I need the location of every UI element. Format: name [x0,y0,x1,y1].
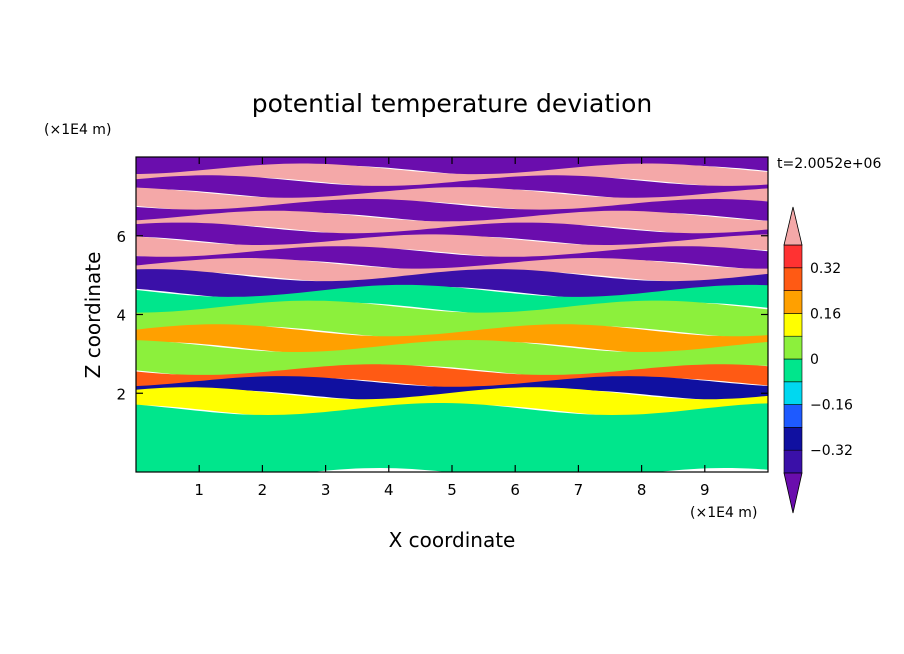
contour-band [136,163,768,188]
colorbar-segment [783,267,803,291]
contour-band [136,324,768,354]
colorbar-tick-label: −0.32 [810,443,853,459]
colorbar-tick-label: −0.16 [810,398,853,414]
colorbar-extend-high [783,206,803,246]
contour-band [136,403,768,472]
x-tick-label: 2 [258,481,268,499]
contour-band [136,157,768,177]
colorbar-segment [783,427,803,451]
x-tick-label: 4 [384,481,394,499]
time-label: t=2.0052e+06 [777,156,881,172]
x-tick-label: 1 [194,481,204,499]
contour-band [136,340,768,378]
contour-band [136,300,768,339]
x-tick-label: 6 [510,481,520,499]
x-tick-label: 8 [637,481,647,499]
x-axis-label: X coordinate [389,528,516,552]
colorbar-tick-label: 0.16 [810,306,841,322]
colorbar-extend-low [783,472,803,514]
colorbar-tick-label: 0 [810,352,819,368]
colorbar-tick-label: 0.32 [810,261,841,277]
contour-band [136,387,768,417]
colorbar-segment [783,313,803,337]
x-tick-label: 3 [321,481,331,499]
colorbar-segment [783,244,803,269]
y-unit-label: (×1E4 m) [44,122,111,138]
y-tick-label: 6 [116,228,126,246]
x-tick-label: 5 [447,481,457,499]
x-axis-ticks: 1 2 3 4 5 6 7 8 9 [194,157,710,499]
chart-title: potential temperature deviation [252,89,652,118]
colorbar-segment [783,449,803,474]
colorbar: −0.32 −0.16 0 0.16 0.32 [783,206,853,514]
x-tick-label: 7 [574,481,584,499]
y-tick-label: 2 [116,385,126,403]
contour-band [136,269,768,299]
contour-band [136,258,768,283]
colorbar-segment [783,358,803,383]
contour-band [136,376,768,401]
y-axis-ticks: 2 4 6 [116,228,768,403]
colorbar-segment [783,404,803,428]
contour-band [136,364,768,389]
contour-band [136,198,768,224]
y-axis-label: Z coordinate [81,252,105,379]
colorbar-segment [783,381,803,405]
contour-band [136,246,768,271]
colorbar-segment [783,290,803,314]
colorbar-segment [783,335,803,360]
x-unit-label: (×1E4 m) [690,505,757,521]
x-tick-label: 9 [700,481,710,499]
contour-band [136,210,768,236]
contour-field [136,157,768,472]
y-tick-label: 4 [116,307,126,325]
